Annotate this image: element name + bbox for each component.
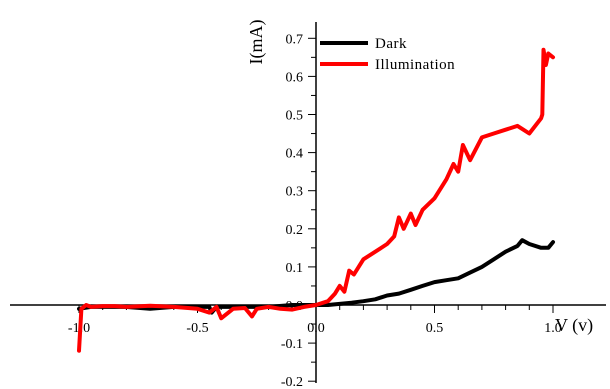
- x-tick-label: 0.0: [307, 321, 325, 336]
- series-lines: [77, 47, 555, 353]
- y-tick-label: -0.1: [281, 337, 303, 352]
- y-tick-label: 0.7: [286, 32, 304, 47]
- y-tick-label: -0.2: [281, 375, 303, 389]
- legend-label-illumination: Illumination: [375, 57, 455, 73]
- y-tick-label: 0.3: [286, 185, 304, 200]
- tick-labels: -1.0 -0.5 0.0 0.5 1.0-0.2-0.10.00.10.20.30.4…: [68, 32, 562, 389]
- series-line-illumination: [77, 47, 555, 353]
- legend-label-dark: Dark: [375, 36, 407, 52]
- axis-titles: I(mA) V (v): [246, 20, 593, 336]
- y-tick-label: 0.1: [286, 261, 304, 276]
- x-tick-label: -0.5: [186, 321, 208, 336]
- legend: Dark Illumination: [320, 36, 455, 73]
- y-tick-label: 0.2: [286, 223, 304, 238]
- y-tick-label: 0.4: [286, 147, 304, 162]
- x-tick-label: 0.5: [426, 321, 444, 336]
- y-tick-label: 0.5: [286, 109, 304, 124]
- y-tick-label: 0.6: [286, 70, 304, 85]
- x-tick-label: 1.0: [544, 321, 562, 336]
- x-axis-title: V (v): [555, 315, 593, 336]
- y-axis-title: I(mA): [246, 20, 267, 65]
